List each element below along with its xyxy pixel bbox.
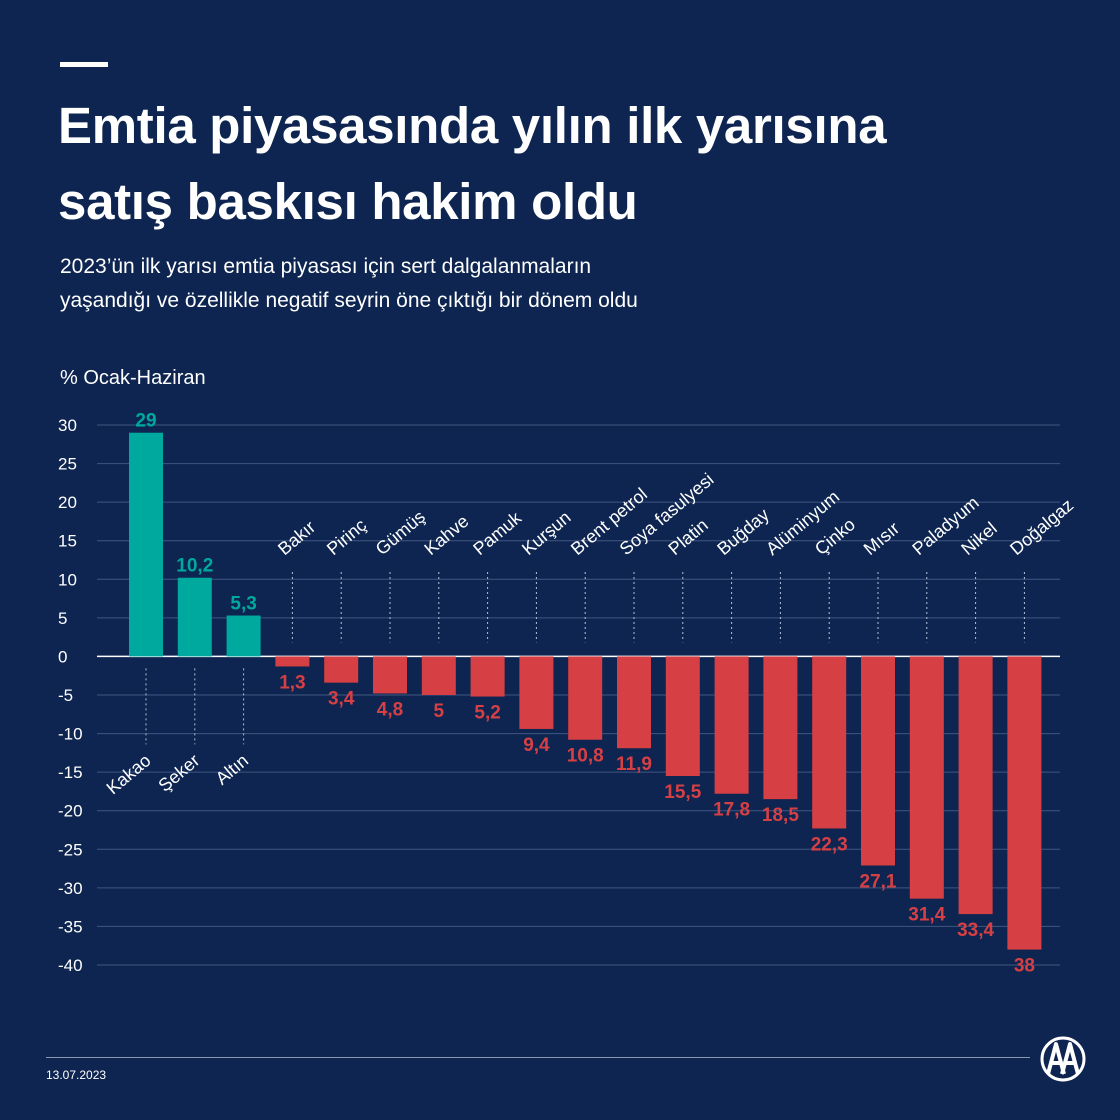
data-label: 5: [434, 701, 445, 722]
title-line-2: satış baskısı hakim oldu: [58, 173, 638, 230]
category-label: Gümüş: [372, 506, 429, 559]
data-label: 15,5: [664, 782, 701, 803]
y-tick-label: 15: [58, 532, 77, 551]
category-label: Kahve: [421, 511, 473, 559]
y-tick-label: -10: [58, 725, 83, 744]
data-label: 31,4: [908, 905, 945, 926]
y-tick-label: -35: [58, 917, 83, 936]
y-tick-label: -25: [58, 840, 83, 859]
data-label: 17,8: [713, 800, 750, 821]
page-subtitle: 2023’ün ilk yarısı emtia piyasası için s…: [60, 250, 960, 318]
category-label: Kakao: [103, 750, 155, 798]
category-label: Mısır: [860, 518, 903, 559]
data-label: 10,2: [176, 556, 213, 577]
category-label: Kurşun: [518, 507, 575, 559]
data-label: 10,8: [567, 746, 604, 767]
unit-label: % Ocak-Haziran: [60, 367, 206, 389]
data-label: 18,5: [762, 805, 799, 826]
subtitle-line-2: yaşandığı ve özellikle negatif seyrin ön…: [60, 289, 638, 312]
data-label: 4,8: [377, 699, 403, 720]
data-label: 11,9: [616, 754, 652, 775]
category-label: Doğalgaz: [1006, 495, 1077, 559]
y-tick-label: -15: [58, 763, 83, 782]
category-label: Nikel: [957, 518, 1001, 559]
bar: [226, 615, 261, 657]
data-label: 29: [135, 411, 156, 432]
bar: [763, 656, 798, 800]
bar: [861, 656, 895, 866]
title-line-1: Emtia piyasasında yılın ilk yarısına: [58, 97, 887, 154]
bar: [519, 656, 554, 729]
bar: [958, 656, 993, 915]
y-tick-label: -20: [58, 802, 83, 821]
bar: [568, 656, 603, 740]
bar: [177, 577, 212, 657]
bar: [909, 656, 944, 899]
y-tick-label: 10: [58, 570, 77, 589]
category-label: Bakır: [274, 517, 319, 559]
data-label: 33,4: [957, 920, 994, 941]
data-label: 9,4: [523, 735, 550, 756]
data-label: 5,3: [230, 594, 256, 615]
bar: [1007, 656, 1042, 950]
data-label: 3,4: [328, 689, 355, 710]
bar: [470, 656, 505, 697]
bar: [324, 656, 359, 683]
subtitle-line-1: 2023’ün ilk yarısı emtia piyasası için s…: [60, 255, 592, 278]
y-tick-label: -40: [58, 956, 83, 975]
y-tick-label: 20: [58, 493, 77, 512]
publish-date: 13.07.2023: [46, 1068, 107, 1082]
top-rule: [60, 62, 108, 67]
aa-logo-icon: [1040, 1036, 1086, 1082]
y-tick-label: 0: [58, 647, 67, 666]
y-tick-label: 25: [58, 455, 77, 474]
y-tick-label: 30: [58, 416, 77, 435]
category-label: Buğday: [713, 504, 773, 559]
data-label: 22,3: [811, 834, 848, 855]
bar: [714, 656, 749, 794]
bar: [275, 656, 310, 667]
bar: [617, 656, 651, 749]
category-label: Pamuk: [469, 507, 526, 559]
category-label: Pirinç: [323, 515, 370, 559]
page-title: Emtia piyasasında yılın ilk yarısına sat…: [58, 88, 1058, 240]
bar: [421, 656, 456, 695]
y-tick-label: 5: [58, 609, 67, 628]
category-label: Altın: [212, 750, 252, 788]
category-label: Şeker: [154, 750, 203, 796]
bar: [812, 656, 847, 829]
bar: [665, 656, 700, 776]
data-label: 5,2: [474, 703, 500, 724]
data-label: 38: [1014, 956, 1035, 977]
data-label: 27,1: [860, 871, 897, 892]
bar: [129, 432, 163, 657]
y-tick-label: -5: [58, 686, 73, 705]
data-label: 1,3: [279, 672, 305, 693]
footer-divider: [46, 1057, 1030, 1058]
y-tick-label: -30: [58, 879, 83, 898]
bar: [373, 656, 407, 694]
